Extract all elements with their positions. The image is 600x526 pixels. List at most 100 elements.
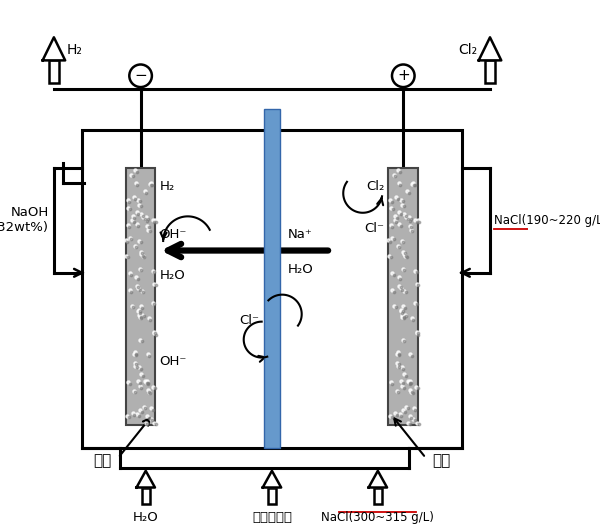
Point: [148, 298, 158, 307]
Point: [409, 316, 418, 324]
Point: [403, 187, 412, 196]
Point: [148, 406, 157, 414]
Bar: [126, 168, 155, 424]
Point: [143, 380, 152, 388]
Point: [386, 196, 395, 204]
Point: [142, 420, 152, 429]
Point: [407, 223, 416, 231]
Point: [136, 247, 145, 256]
Point: [412, 300, 422, 308]
Point: [400, 249, 410, 257]
Point: [387, 197, 397, 206]
Point: [394, 363, 404, 371]
Point: [398, 406, 408, 414]
Point: [407, 352, 417, 360]
Point: [399, 202, 409, 210]
Point: [389, 270, 399, 279]
Point: [133, 275, 143, 283]
Point: [401, 213, 411, 221]
Point: [392, 349, 402, 358]
Point: [385, 411, 395, 420]
Bar: [82, 129, 462, 448]
Point: [406, 215, 415, 223]
Text: NaCl(190~220 g/L): NaCl(190~220 g/L): [494, 214, 600, 227]
Point: [387, 413, 397, 421]
Point: [145, 352, 154, 360]
Point: [148, 416, 157, 424]
Point: [132, 167, 142, 176]
Point: [142, 377, 152, 386]
Point: [144, 314, 154, 322]
Point: [397, 309, 407, 317]
Point: [123, 378, 133, 387]
Point: [393, 242, 403, 250]
Point: [136, 314, 146, 322]
Point: [404, 213, 414, 221]
Point: [392, 214, 401, 222]
Point: [413, 329, 423, 338]
Point: [146, 404, 156, 412]
Text: OH⁻: OH⁻: [160, 356, 187, 368]
Point: [130, 410, 139, 419]
Point: [412, 279, 422, 288]
Point: [407, 388, 417, 396]
Point: [124, 197, 134, 206]
Point: [403, 404, 413, 412]
Point: [136, 307, 145, 316]
Point: [401, 371, 410, 380]
Point: [139, 213, 148, 221]
Point: [388, 286, 397, 294]
Point: [391, 303, 401, 311]
Point: [151, 281, 160, 289]
Point: [398, 336, 407, 344]
Text: NaOH
(32wt%): NaOH (32wt%): [0, 206, 49, 234]
Point: [129, 218, 139, 226]
Point: [146, 179, 155, 187]
Point: [412, 328, 421, 336]
Point: [133, 209, 143, 218]
Point: [134, 311, 144, 319]
Point: [125, 380, 134, 388]
Point: [134, 363, 144, 371]
Point: [397, 306, 406, 314]
Point: [132, 363, 142, 371]
Point: [388, 380, 397, 388]
Point: [146, 181, 156, 189]
Point: [130, 359, 139, 367]
Point: [399, 370, 409, 378]
Point: [386, 221, 395, 229]
Point: [404, 419, 413, 427]
Point: [413, 330, 423, 339]
Point: [394, 243, 404, 251]
Point: [145, 179, 154, 188]
Point: [136, 370, 146, 378]
Point: [136, 302, 145, 311]
Point: [149, 418, 159, 427]
Point: [410, 180, 419, 189]
Point: [396, 284, 406, 292]
Point: [414, 420, 424, 428]
Point: [137, 383, 146, 392]
Point: [397, 363, 407, 371]
Point: [124, 204, 133, 212]
Point: [136, 210, 146, 218]
Point: [141, 378, 151, 387]
Point: [391, 409, 400, 418]
Point: [400, 408, 409, 416]
Point: [149, 328, 158, 336]
Point: [128, 172, 137, 180]
Bar: [388, 168, 418, 424]
Point: [151, 420, 161, 428]
Point: [130, 195, 140, 203]
Point: [131, 273, 141, 281]
Point: [131, 350, 141, 358]
Point: [399, 210, 409, 218]
Point: [129, 193, 139, 201]
Point: [136, 312, 146, 321]
Point: [131, 179, 141, 188]
Point: [139, 403, 148, 411]
Point: [395, 275, 405, 283]
Bar: [485, 60, 495, 84]
Point: [136, 336, 145, 344]
Point: [403, 377, 413, 386]
